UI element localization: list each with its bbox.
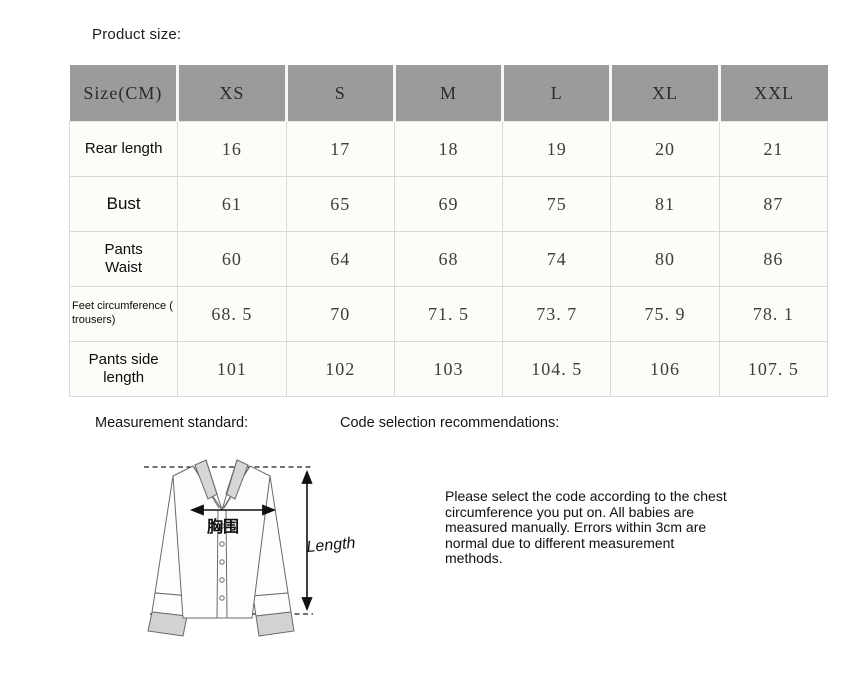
size-value-cell: 73. 7 xyxy=(502,286,612,342)
length-label: Length xyxy=(306,535,356,556)
size-value-cell: 75 xyxy=(502,176,612,232)
row-label: Rear length xyxy=(68,121,179,177)
size-value-cell: 65 xyxy=(285,176,395,232)
size-value-cell: 20 xyxy=(610,121,720,177)
size-value-cell: 107. 5 xyxy=(718,341,829,397)
row-label: Bust xyxy=(68,176,179,232)
garment-diagram: 胸围 Length xyxy=(144,459,356,637)
size-table-body: Rear length 16 17 18 19 20 21 Bust 61 65 69 75 81 87 P… xyxy=(68,121,829,397)
right-cuff xyxy=(255,611,295,637)
size-value-cell: 16 xyxy=(177,121,287,177)
size-value-cell: 81 xyxy=(610,176,720,232)
note-line: Please select the code according to the … xyxy=(445,488,727,504)
size-value-cell: 106 xyxy=(610,341,720,397)
size-value-cell: 68 xyxy=(393,231,504,287)
table-row: Bust 61 65 69 75 81 87 xyxy=(68,176,829,232)
code-selection-title: Code selection recommendations: xyxy=(340,415,560,431)
size-value-cell: 70 xyxy=(285,286,395,342)
note-line: normal due to different measurement xyxy=(445,534,675,551)
page-title: Product size: xyxy=(92,26,182,43)
size-note: Please select the code according to the … xyxy=(445,488,785,567)
size-table-header-row: Size(CM) XS S M L XL XXL xyxy=(69,65,828,122)
size-value-cell: 78. 1 xyxy=(718,286,829,342)
button-placket xyxy=(216,509,228,619)
size-value-cell: 17 xyxy=(285,121,395,177)
size-value-cell: 87 xyxy=(718,176,829,232)
size-value-cell: 69 xyxy=(393,176,504,232)
size-label-header: Size(CM) xyxy=(69,65,180,122)
table-row: Feet circumference ( trousers) 68. 5 70 71.… xyxy=(68,286,829,342)
size-table: Size(CM) XS S M L XL XXL Rear length 16 17 18 19 20… xyxy=(68,65,829,397)
size-column-header: L xyxy=(502,65,613,122)
chest-label: 胸围 xyxy=(207,517,239,536)
size-column-header: XXL xyxy=(719,65,828,122)
size-value-cell: 101 xyxy=(177,341,287,397)
size-value-cell: 68. 5 xyxy=(177,286,287,342)
shirt-collar xyxy=(192,459,251,511)
size-column-header: S xyxy=(286,65,396,122)
measurement-standard-title: Measurement standard: xyxy=(95,415,249,431)
note-line: circumference you put on. All babies are xyxy=(445,503,695,520)
size-value-cell: 74 xyxy=(502,231,612,287)
size-value-cell: 86 xyxy=(718,231,829,287)
row-label: Feet circumference ( trousers) xyxy=(68,286,179,342)
row-label: Pants side length xyxy=(68,341,179,397)
row-label: Pants Waist xyxy=(68,231,179,287)
size-value-cell: 103 xyxy=(393,341,504,397)
note-line: measured manually. Errors within 3cm are xyxy=(445,519,707,535)
size-value-cell: 80 xyxy=(610,231,720,287)
left-cuff xyxy=(147,611,188,637)
size-column-header: M xyxy=(394,65,505,122)
size-value-cell: 64 xyxy=(285,231,395,287)
note-line: methods. xyxy=(445,550,503,566)
size-column-header: XL xyxy=(610,65,721,122)
size-value-cell: 102 xyxy=(285,341,395,397)
size-value-cell: 18 xyxy=(393,121,504,177)
size-value-cell: 75. 9 xyxy=(610,286,720,342)
size-value-cell: 21 xyxy=(718,121,829,177)
size-value-cell: 104. 5 xyxy=(502,341,612,397)
size-value-cell: 61 xyxy=(177,176,287,232)
table-row: Pants Waist 60 64 68 74 80 86 xyxy=(68,231,829,287)
table-row: Rear length 16 17 18 19 20 21 xyxy=(68,121,829,177)
table-row: Pants side length 101 102 103 104. 5 106 107. … xyxy=(68,341,829,397)
size-value-cell: 60 xyxy=(177,231,287,287)
size-value-cell: 71. 5 xyxy=(393,286,504,342)
size-value-cell: 19 xyxy=(502,121,612,177)
size-column-header: XS xyxy=(177,65,288,122)
